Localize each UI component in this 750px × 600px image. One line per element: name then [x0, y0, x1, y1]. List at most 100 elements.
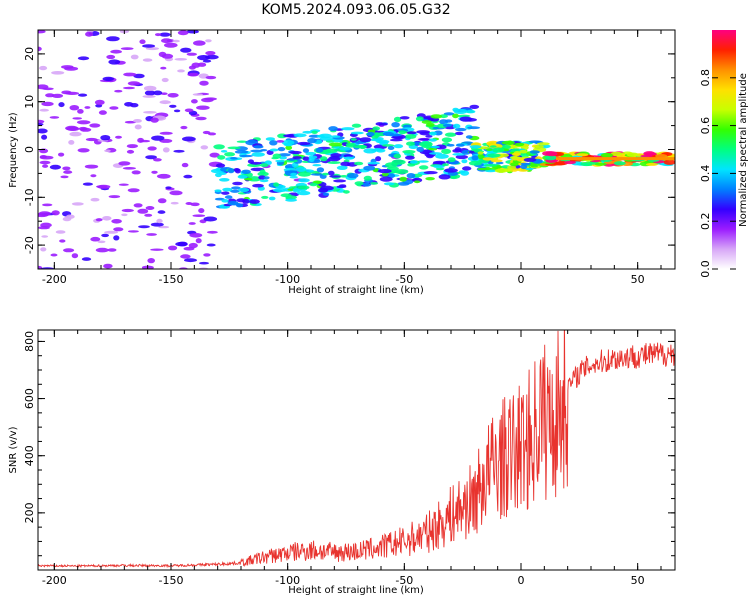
spectrogram-marks — [38, 30, 675, 269]
spectrogram-cell — [320, 156, 328, 162]
spectrogram-cell — [460, 170, 470, 176]
spectrogram-cell — [277, 147, 286, 152]
spectrogram-cell — [315, 147, 324, 153]
y-tick-label: 20 — [23, 47, 36, 61]
spectrogram-cell — [145, 155, 158, 160]
spectrogram-cell — [297, 171, 311, 177]
spectrogram-cell — [305, 151, 317, 156]
spectrogram-cell — [426, 122, 435, 127]
spectrogram-cell — [416, 130, 430, 134]
spectrogram-cell — [292, 156, 302, 160]
spectrogram-cell — [90, 236, 101, 242]
spectrogram-cell — [455, 131, 464, 136]
spectrogram-cell — [297, 185, 310, 190]
spectrogram-cell — [259, 169, 266, 175]
spectrogram-cell — [233, 168, 240, 172]
spectrogram-cell — [110, 49, 122, 54]
spectrogram-cell — [222, 187, 233, 192]
spectrogram-cell — [192, 93, 203, 96]
spectrogram-cell — [102, 76, 115, 81]
spectrogram-cell — [529, 150, 540, 154]
colorbar-gradient — [712, 30, 736, 269]
spectrogram-cell — [389, 138, 403, 142]
spectrogram-cell — [122, 167, 136, 170]
spectrogram-cell — [399, 176, 408, 182]
spectrogram-cell — [108, 195, 121, 199]
spectrogram-cell — [302, 130, 313, 134]
spectrogram-cell — [199, 80, 209, 86]
spectrogram-cell — [419, 165, 429, 170]
snr-panel: -200 -150 -100 -50 0 50 200 400 600 800 Height of… — [8, 329, 676, 596]
spectrogram-cell — [353, 145, 368, 149]
spectrogram-cell — [379, 176, 393, 182]
spectrogram-cell — [145, 47, 159, 51]
spectrogram-cell — [100, 135, 111, 141]
spectrogram-cell — [341, 127, 355, 131]
spectrogram-cell — [359, 137, 372, 143]
spectrogram-cell — [452, 153, 466, 156]
spectrogram-cell — [276, 140, 285, 143]
spectrogram-cell — [467, 126, 481, 130]
spectrogram-cell — [363, 175, 372, 181]
spectrogram-cell — [68, 140, 75, 145]
y-tick-label: -10 — [23, 188, 36, 206]
spectrogram-cell — [234, 150, 249, 154]
spectrogram-cell — [268, 196, 276, 201]
spectrogram-cell — [114, 89, 123, 93]
spectrogram-cell — [38, 265, 43, 269]
spectrogram-cell — [90, 174, 97, 178]
spectrogram-cell — [428, 147, 438, 151]
spectrogram-cell — [123, 72, 137, 77]
spectrogram-cell — [328, 142, 343, 147]
spectrogram-cell — [347, 173, 359, 179]
y-tick-label: 0 — [23, 146, 36, 153]
spectrogram-cell — [209, 152, 220, 158]
spectrogram-cell — [195, 116, 207, 121]
spectrogram-cell — [399, 116, 410, 120]
spectrogram-cell — [143, 111, 157, 114]
spectrogram-cell — [126, 144, 138, 149]
spectrogram-cell — [441, 148, 452, 154]
spectrogram-cell — [339, 146, 351, 151]
spectrogram-cell — [40, 247, 47, 252]
spectrogram-cell — [231, 186, 241, 190]
x-tick-label: -200 — [42, 574, 67, 587]
spectrogram-cell — [131, 170, 141, 175]
spectrogram-cell — [228, 202, 241, 206]
spectrogram-cell — [243, 177, 253, 181]
spectrogram-cell — [38, 123, 44, 126]
spectrogram-cell — [495, 161, 504, 165]
spectrogram-cell — [490, 159, 503, 163]
spectrogram-cell — [381, 172, 389, 177]
spectrogram-cell — [663, 159, 675, 165]
spectrogram-cell — [327, 161, 341, 165]
spectrogram-cell — [66, 126, 80, 131]
x-tick-label: 0 — [518, 574, 525, 587]
spectrogram-cell — [153, 90, 163, 96]
spectrogram-cell — [594, 162, 607, 166]
spectrogram-cell — [377, 139, 390, 144]
spectrogram-cell — [345, 142, 356, 147]
spectrogram-cell — [113, 235, 120, 241]
spectrogram-cell — [389, 133, 402, 137]
spectrogram-cell — [38, 30, 46, 34]
y-tick-label: 400 — [23, 445, 36, 466]
spectrogram-cell — [184, 258, 197, 263]
spectrogram-cell — [423, 171, 438, 175]
spectrogram-cell — [42, 164, 49, 168]
spectrogram-cell — [452, 113, 459, 119]
spectrogram-cell — [156, 173, 171, 179]
spectrogram-cell — [447, 157, 456, 163]
spectrogram-cell — [169, 190, 183, 196]
spectrogram-cell — [184, 108, 194, 113]
spectrogram-cell — [64, 66, 79, 71]
spectrogram-cell — [482, 157, 494, 161]
spectrogram-cell — [38, 211, 51, 217]
spectrogram-cell — [192, 214, 206, 217]
spectrogram-cell — [164, 42, 178, 48]
spectrogram-cell — [477, 151, 484, 155]
spectrogram-cell — [318, 187, 329, 193]
spectrogram-cell — [435, 153, 449, 159]
spectrogram-cell — [484, 169, 497, 173]
spectrogram-cell — [281, 139, 295, 146]
